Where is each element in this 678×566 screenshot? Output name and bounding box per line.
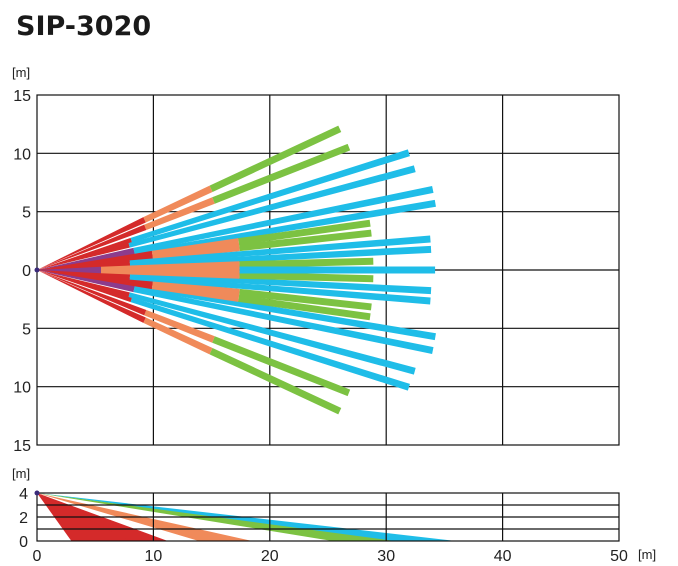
side-sensor-origin	[34, 490, 40, 496]
zone-beam-green	[212, 336, 351, 397]
zone-beam-green	[212, 143, 351, 204]
zone-beam-purple	[37, 270, 135, 293]
zone-beam-red	[37, 260, 131, 270]
zone-beam-red	[37, 270, 154, 286]
top-y-tick-label: 5	[22, 321, 31, 338]
zone-beam-orange	[101, 266, 240, 274]
zone-beam-orange	[143, 185, 213, 223]
zone-beam-blue	[134, 283, 436, 341]
top-y-tick-labels: 15 10 5 0 5 10 15	[13, 88, 31, 455]
side-y-tick-label: 4	[19, 486, 28, 503]
x-tick-label: 20	[261, 548, 279, 565]
zone-beam-red	[37, 270, 153, 290]
zone-beam-blue	[128, 165, 416, 248]
zone-beam-red	[37, 270, 131, 280]
top-view-zones	[37, 125, 436, 415]
side-y-unit-label: [m]	[12, 466, 30, 481]
zone-beam-blue	[130, 149, 410, 243]
top-y-tick-label: 5	[22, 205, 31, 222]
zone-beam-purple	[37, 251, 135, 270]
side-y-tick-label: 2	[19, 510, 28, 527]
x-tick-label: 10	[145, 548, 163, 565]
zone-beam-green	[238, 219, 371, 246]
zone-beam-green	[209, 125, 342, 192]
zone-beam-red	[37, 224, 147, 270]
sensor-origin	[34, 267, 40, 273]
zone-beam-purple	[37, 247, 135, 270]
zone-beam-blue	[129, 245, 432, 268]
x-tick-label: 40	[494, 548, 512, 565]
top-y-tick-label: 0	[22, 263, 31, 280]
x-tick-label: 30	[377, 548, 395, 565]
side-view-grid	[36, 492, 620, 542]
top-view-chart: [m] 15 10 5 0 5 10 15	[12, 65, 620, 455]
zone-beam-blue	[133, 186, 434, 253]
zone-beam-orange	[143, 317, 213, 355]
zone-beam-red	[37, 270, 130, 298]
zone-beam-green	[239, 288, 372, 311]
zone-beam-blue	[128, 292, 416, 375]
zone-beam-red	[37, 262, 131, 270]
zone-beam-purple	[37, 270, 135, 289]
zone-beam-blue	[129, 235, 431, 266]
zone-beam-green	[209, 348, 342, 415]
side-view-chart: [m] 420 0 10 20 30 40 50 [m]	[12, 466, 656, 565]
zone-beam-red	[37, 237, 133, 270]
zone-beam-red	[37, 254, 154, 270]
top-y-unit-label: [m]	[12, 65, 30, 80]
zone-beam-red	[37, 250, 153, 270]
zone-beam-blue	[129, 274, 431, 305]
zone-beam-red	[37, 270, 131, 278]
zone-beam-green	[239, 229, 372, 252]
top-y-tick-label: 15	[13, 88, 31, 105]
zone-beam-blue	[130, 297, 410, 391]
zone-beam-red	[37, 270, 147, 316]
x-tick-label: 0	[33, 548, 42, 565]
zone-beam-blue	[134, 199, 436, 257]
zone-beam-green	[239, 257, 374, 269]
x-tick-labels: 0 10 20 30 40 50	[33, 548, 628, 565]
x-unit-label: [m]	[638, 547, 656, 562]
zone-beam-green	[238, 294, 371, 321]
zone-beam-orange	[144, 309, 215, 343]
side-y-tick-labels: 4 2 0	[19, 486, 28, 551]
top-y-tick-label: 10	[13, 380, 31, 397]
zone-beam-blue	[239, 266, 436, 274]
zone-beam-green	[239, 271, 374, 283]
side-y-tick-label: 0	[19, 534, 28, 551]
zone-beam-blue	[129, 272, 432, 295]
zone-beam-orange	[152, 279, 240, 296]
zone-beam-red	[37, 270, 133, 303]
zone-beam-blue	[133, 287, 434, 354]
zone-beam-red	[37, 270, 146, 323]
chart-title: SIP-3020	[16, 11, 151, 42]
zone-beam-purple	[37, 268, 102, 272]
zone-beam-red	[37, 242, 130, 270]
x-tick-label: 50	[610, 548, 628, 565]
top-y-tick-label: 15	[13, 438, 31, 455]
zone-beam-red	[37, 217, 146, 270]
top-y-tick-label: 10	[13, 146, 31, 163]
zone-beam-orange	[152, 244, 240, 261]
zone-beam-orange	[144, 197, 215, 231]
